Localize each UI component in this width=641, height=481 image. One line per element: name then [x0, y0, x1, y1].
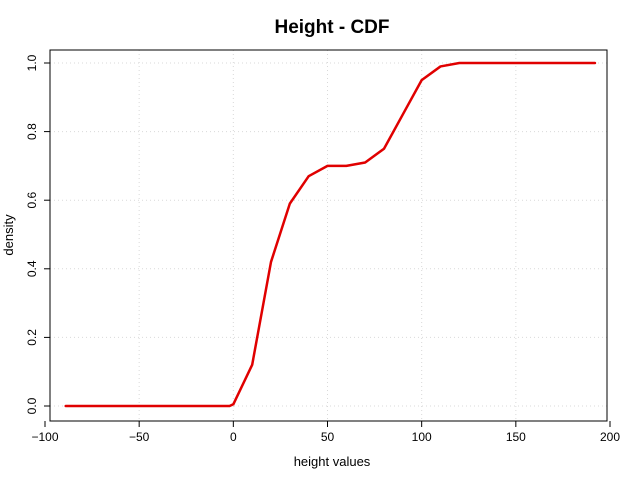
x-axis: −100 −50 0 50 100 150 200: [31, 421, 620, 444]
x-tick-label: −50: [129, 430, 150, 444]
x-tick-label: 200: [600, 430, 620, 444]
y-axis: 0.0 0.2 0.4 0.6 0.8 1.0: [25, 54, 50, 414]
x-tick-label: 50: [321, 430, 335, 444]
plot-frame: [49, 49, 608, 422]
series-layer: [64, 61, 597, 408]
y-tick-label: 1.0: [25, 54, 39, 71]
chart-title: Height - CDF: [274, 17, 389, 38]
x-axis-label: height values: [294, 454, 371, 469]
y-axis-label: density: [1, 214, 16, 256]
y-tick-label: 0.0: [25, 397, 39, 414]
y-tick-label: 0.6: [25, 192, 39, 209]
y-tick-label: 0.4: [25, 260, 39, 277]
cdf-line: [64, 61, 597, 408]
x-tick-label: −100: [31, 430, 58, 444]
y-tick-label: 0.8: [25, 123, 39, 140]
x-tick-label: 100: [412, 430, 432, 444]
y-tick-label: 0.2: [25, 329, 39, 346]
grid: [50, 50, 607, 421]
x-tick-label: 0: [230, 430, 237, 444]
x-tick-label: 150: [506, 430, 526, 444]
